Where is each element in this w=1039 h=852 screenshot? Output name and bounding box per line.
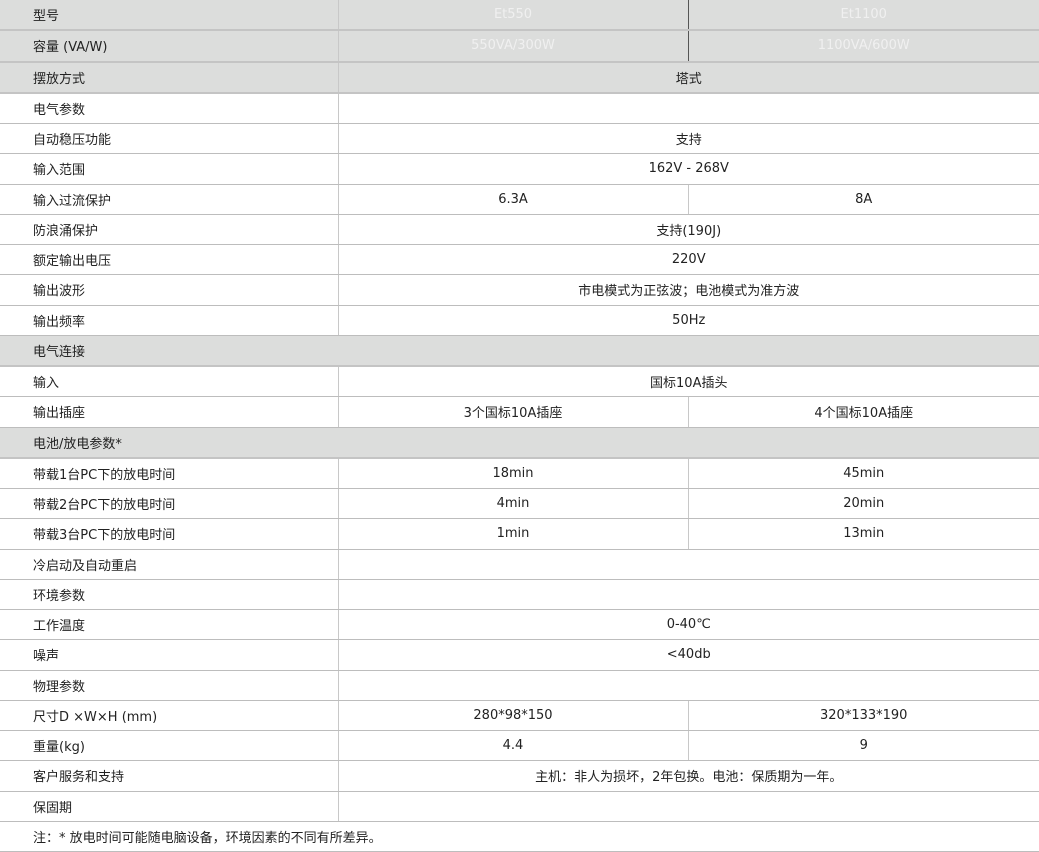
row-value: 4.4 — [338, 730, 689, 762]
model-label: 型号 — [0, 0, 339, 32]
row-label: 带载3台PC下的放电时间 — [0, 518, 339, 550]
table-row: 输出频率 50Hz — [0, 305, 1039, 336]
row-value: 280*98*150 — [338, 700, 689, 732]
row-label: 物理参数 — [0, 670, 339, 701]
row-value: 6.3A — [338, 184, 689, 215]
row-label: 输入 — [0, 366, 339, 398]
row-label: 输出波形 — [0, 274, 339, 306]
row-value: 20min — [688, 488, 1039, 520]
capacity-row: 容量 (VA/W) 550VA/300W 1100VA/600W — [0, 30, 1039, 63]
row-value: 8A — [688, 184, 1039, 215]
table-row: 带载2台PC下的放电时间 4min 20min — [0, 488, 1039, 520]
table-row: 客户服务和支持 主机：非人为损坏，2年包换。电池：保质期为一年。 — [0, 760, 1039, 792]
row-label: 客户服务和支持 — [0, 760, 339, 792]
table-row: 工作温度 0-40℃ — [0, 609, 1039, 641]
row-label: 环境参数 — [0, 579, 339, 611]
row-value — [338, 579, 1039, 611]
row-label: 电气参数 — [0, 92, 339, 124]
row-label: 输入范围 — [0, 153, 339, 185]
row-value: 45min — [688, 457, 1039, 489]
row-value: 18min — [338, 457, 689, 489]
row-label: 带载1台PC下的放电时间 — [0, 457, 339, 489]
row-value: 9 — [688, 730, 1039, 762]
model-et1100: Et1100 — [688, 0, 1039, 32]
table-row: 自动稳压功能 支持 — [0, 123, 1039, 155]
row-label: 冷启动及自动重启 — [0, 549, 339, 580]
row-label: 自动稳压功能 — [0, 123, 339, 155]
row-label: 输入过流保护 — [0, 184, 339, 215]
row-value: 3个国标10A插座 — [338, 396, 689, 428]
capacity-label: 容量 (VA/W) — [0, 30, 339, 63]
table-row: 输出波形 市电模式为正弦波；电池模式为准方波 — [0, 274, 1039, 306]
table-row: 输出插座 3个国标10A插座 4个国标10A插座 — [0, 396, 1039, 428]
row-label: 额定输出电压 — [0, 244, 339, 276]
row-value: 320*133*190 — [688, 700, 1039, 732]
table-row: 尺寸D ×W×H (mm) 280*98*150 320*133*190 — [0, 700, 1039, 732]
row-value: 4min — [338, 488, 689, 520]
row-label: 工作温度 — [0, 609, 339, 641]
table-row: 电气参数 — [0, 92, 1039, 124]
row-value: 1min — [338, 518, 689, 550]
row-value — [338, 549, 1039, 580]
section-row: 电气连接 — [0, 335, 1039, 367]
row-value: 国标10A插头 — [338, 366, 1039, 398]
table-row: 冷启动及自动重启 — [0, 549, 1039, 580]
row-value: 市电模式为正弦波；电池模式为准方波 — [338, 274, 1039, 306]
section-row: 电池/放电参数* — [0, 427, 1039, 459]
row-value: 13min — [688, 518, 1039, 550]
row-value: 主机：非人为损坏，2年包换。电池：保质期为一年。 — [338, 760, 1039, 792]
row-value: 0-40℃ — [338, 609, 1039, 641]
table-row: 输入范围 162V - 268V — [0, 153, 1039, 185]
row-label: 重量(kg) — [0, 730, 339, 762]
section-title: 电池/放电参数* — [0, 427, 1039, 459]
row-value: 220V — [338, 244, 1039, 276]
table-row: 输入过流保护 6.3A 8A — [0, 184, 1039, 215]
table-row: 物理参数 — [0, 670, 1039, 701]
row-label: 摆放方式 — [0, 61, 339, 94]
model-row: 型号 Et550 Et1100 — [0, 0, 1039, 32]
row-value: 支持 — [338, 123, 1039, 155]
row-value: 50Hz — [338, 305, 1039, 336]
table-row: 环境参数 — [0, 579, 1039, 611]
row-value: 支持(190J) — [338, 214, 1039, 246]
row-label: 输出插座 — [0, 396, 339, 428]
row-label: 输出频率 — [0, 305, 339, 336]
row-value — [338, 92, 1039, 124]
row-value: 4个国标10A插座 — [688, 396, 1039, 428]
row-value — [338, 670, 1039, 701]
table-row: 噪声 <40db — [0, 639, 1039, 671]
table-row: 额定输出电压 220V — [0, 244, 1039, 276]
table-row: 重量(kg) 4.4 9 — [0, 730, 1039, 762]
capacity-et550: 550VA/300W — [338, 30, 689, 63]
section-title: 电气连接 — [0, 335, 1039, 367]
capacity-et1100: 1100VA/600W — [688, 30, 1039, 63]
model-et550: Et550 — [338, 0, 689, 32]
row-value: <40db — [338, 639, 1039, 671]
table-row: 带载1台PC下的放电时间 18min 45min — [0, 457, 1039, 489]
row-label: 保固期 — [0, 791, 339, 822]
row-value — [338, 791, 1039, 822]
table-row: 防浪涌保护 支持(190J) — [0, 214, 1039, 246]
row-label: 尺寸D ×W×H (mm) — [0, 700, 339, 732]
row-value: 162V - 268V — [338, 153, 1039, 185]
table-row: 摆放方式 塔式 — [0, 61, 1039, 94]
row-value: 塔式 — [338, 61, 1039, 94]
row-label: 防浪涌保护 — [0, 214, 339, 246]
table-row: 带载3台PC下的放电时间 1min 13min — [0, 518, 1039, 550]
row-label: 带载2台PC下的放电时间 — [0, 488, 339, 520]
table-row: 保固期 — [0, 791, 1039, 822]
row-label: 噪声 — [0, 639, 339, 671]
table-row: 输入 国标10A插头 — [0, 366, 1039, 398]
